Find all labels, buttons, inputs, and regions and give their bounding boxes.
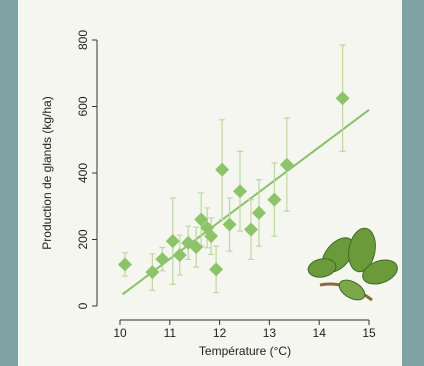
- y-tick-label: 800: [76, 30, 90, 50]
- y-tick-label: 200: [76, 229, 90, 249]
- y-axis-label: Production de glands (kg/ha): [40, 96, 54, 249]
- point: [194, 212, 209, 227]
- point: [279, 157, 294, 172]
- point: [189, 240, 204, 255]
- point: [117, 257, 132, 272]
- point: [204, 229, 219, 244]
- point: [243, 222, 258, 237]
- point: [233, 184, 248, 199]
- x-tick-label: 10: [113, 326, 127, 340]
- point: [267, 192, 282, 207]
- point: [172, 248, 187, 263]
- x-tick-label: 14: [313, 326, 327, 340]
- panel: [18, 0, 402, 366]
- point: [251, 205, 266, 220]
- y-tick-label: 0: [76, 302, 90, 309]
- leaf: [307, 227, 398, 302]
- x-tick-label: 15: [362, 326, 376, 340]
- x-tick-label: 11: [164, 326, 177, 340]
- point: [155, 252, 170, 267]
- point: [145, 265, 160, 280]
- point: [165, 234, 180, 249]
- point: [335, 91, 350, 106]
- y-tick-label: 600: [76, 96, 90, 116]
- point: [215, 162, 230, 177]
- x-tick-label: 12: [213, 326, 227, 340]
- x-tick-label: 13: [263, 326, 277, 340]
- point: [209, 262, 224, 277]
- point: [222, 217, 237, 232]
- x-axis-label: Température (°C): [199, 344, 291, 358]
- y-tick-label: 400: [76, 163, 90, 183]
